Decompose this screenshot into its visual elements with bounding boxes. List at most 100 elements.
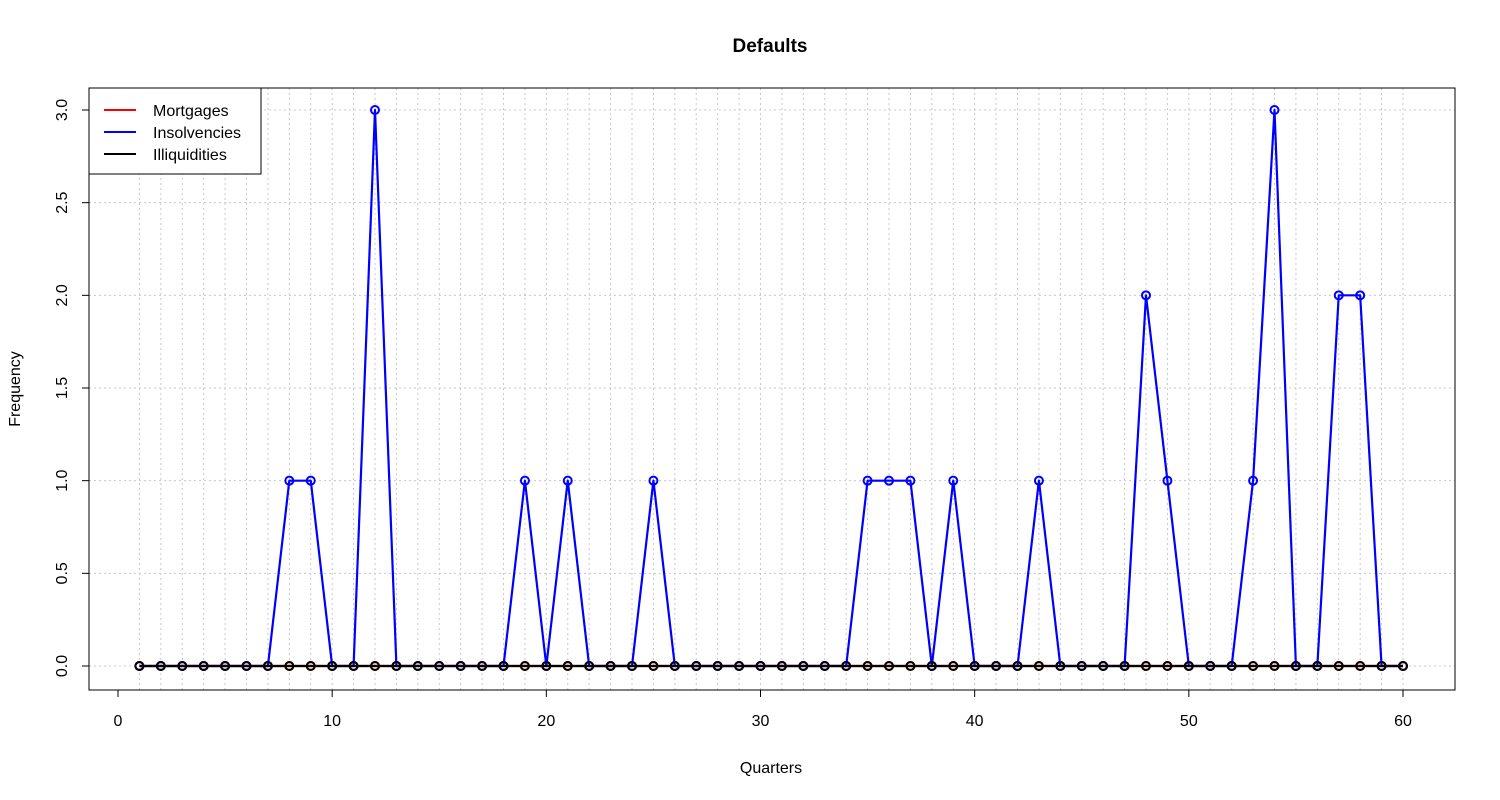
plot-frame [88, 87, 1456, 691]
data-point-illiquidities [177, 661, 188, 671]
series-layer [134, 105, 1408, 671]
data-point-illiquidities [1226, 661, 1237, 671]
data-point-illiquidities [1055, 661, 1066, 671]
data-point-illiquidities [1269, 661, 1280, 671]
data-point-illiquidities [991, 661, 1002, 671]
data-point-illiquidities [862, 661, 873, 671]
data-point-illiquidities [1119, 661, 1130, 671]
data-point-illiquidities [220, 661, 231, 671]
data-point-illiquidities [884, 661, 894, 671]
legend-label-insolvencies: Insolvencies [153, 125, 241, 142]
data-point-illiquidities [562, 661, 573, 671]
data-point-illiquidities [926, 661, 937, 671]
data-point-illiquidities [1398, 661, 1408, 671]
data-point-illiquidities [691, 661, 702, 671]
data-point-illiquidities [1098, 661, 1109, 671]
y-tick-label: 1.5 [54, 377, 71, 399]
data-point-illiquidities [605, 661, 616, 671]
data-point-illiquidities [1141, 661, 1151, 671]
data-point-illiquidities [584, 661, 595, 671]
legend-label-mortgages: Mortgages [153, 103, 229, 120]
data-point-illiquidities [776, 661, 787, 671]
data-point-illiquidities [348, 661, 359, 671]
y-axis-label: Frequency [7, 351, 24, 427]
data-point-insolvencies [1033, 475, 1044, 486]
x-axis-label: Quarters [740, 760, 802, 777]
data-point-illiquidities [969, 661, 980, 671]
x-tick-label: 20 [537, 713, 555, 730]
grid-lines [89, 88, 1455, 690]
data-point-illiquidities [1076, 661, 1087, 671]
data-point-illiquidities [734, 661, 745, 671]
data-point-illiquidities [434, 661, 445, 671]
data-point-illiquidities [627, 661, 637, 671]
data-point-illiquidities [841, 661, 852, 671]
data-point-illiquidities [798, 661, 809, 671]
data-point-illiquidities [498, 661, 509, 671]
series-illiquidities [134, 661, 1408, 671]
data-point-illiquidities [477, 661, 488, 671]
data-point-illiquidities [819, 661, 830, 671]
data-point-illiquidities [905, 661, 916, 671]
chart-title: Defaults [733, 36, 808, 57]
y-tick-label: 2.0 [54, 284, 71, 306]
data-point-illiquidities [669, 661, 680, 671]
data-point-illiquidities [1012, 661, 1023, 671]
y-tick-label: 1.0 [54, 469, 71, 491]
x-tick-label: 40 [966, 713, 984, 730]
x-tick-label: 0 [114, 713, 123, 730]
data-point-illiquidities [155, 661, 166, 671]
data-point-illiquidities [648, 661, 659, 671]
data-point-illiquidities [519, 661, 530, 671]
series-line-insolvencies [139, 108, 1403, 668]
data-point-insolvencies [305, 475, 316, 486]
data-point-illiquidities [370, 661, 380, 671]
data-point-illiquidities [391, 661, 402, 671]
data-point-insolvencies [284, 475, 295, 486]
data-point-illiquidities [198, 661, 209, 671]
data-point-insolvencies [648, 475, 659, 486]
x-tick-label: 50 [1180, 713, 1198, 730]
data-point-illiquidities [134, 661, 145, 671]
data-point-illiquidities [1183, 661, 1194, 671]
data-point-illiquidities [327, 661, 338, 671]
y-tick-label: 2.5 [54, 191, 71, 213]
data-point-illiquidities [284, 661, 295, 671]
data-point-insolvencies [1248, 475, 1259, 486]
data-point-insolvencies [562, 475, 573, 486]
legend-label-illiquidities: Illiquidities [153, 147, 227, 164]
data-point-illiquidities [1290, 661, 1301, 671]
x-tick-label: 10 [323, 713, 341, 730]
data-point-illiquidities [412, 661, 423, 671]
data-point-insolvencies [1333, 290, 1344, 301]
data-point-illiquidities [455, 661, 466, 671]
data-point-illiquidities [541, 661, 552, 671]
data-point-illiquidities [262, 661, 273, 671]
data-point-illiquidities [1248, 661, 1259, 671]
data-point-illiquidities [1355, 661, 1366, 671]
x-tick-label: 60 [1394, 713, 1412, 730]
data-point-insolvencies [1269, 105, 1280, 115]
x-axis: 0 10 20 30 40 50 60 [114, 689, 1412, 730]
data-point-insolvencies [1162, 475, 1173, 486]
data-point-illiquidities [305, 661, 316, 671]
data-point-illiquidities [755, 661, 766, 671]
y-axis: 0.0 0.5 1.0 1.5 2.0 2.5 3.0 [54, 99, 90, 677]
data-point-illiquidities [712, 661, 723, 671]
data-point-illiquidities [1162, 661, 1173, 671]
data-point-illiquidities [1333, 661, 1344, 671]
data-point-insolvencies [1141, 290, 1151, 301]
data-point-illiquidities [1376, 661, 1387, 671]
data-point-insolvencies [884, 475, 894, 486]
data-point-insolvencies [905, 475, 916, 486]
data-point-illiquidities [241, 661, 252, 671]
data-point-insolvencies [948, 475, 959, 486]
data-point-illiquidities [948, 661, 959, 671]
data-point-insolvencies [519, 475, 530, 486]
x-tick-label: 30 [752, 713, 770, 730]
data-point-illiquidities [1033, 661, 1044, 671]
y-tick-label: 3.0 [54, 99, 71, 121]
y-tick-label: 0.5 [54, 562, 71, 584]
data-point-illiquidities [1312, 661, 1323, 671]
